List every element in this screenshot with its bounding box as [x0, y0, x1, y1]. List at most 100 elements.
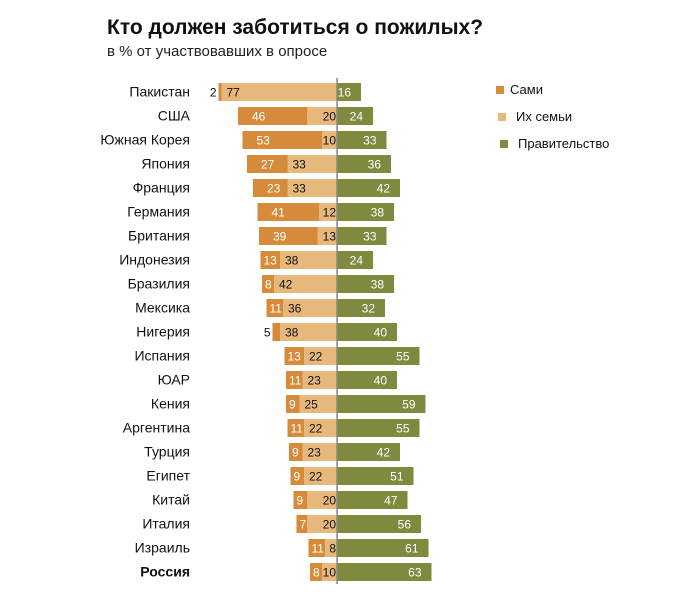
value-label-government: 55: [396, 422, 410, 436]
value-label-family: 10: [323, 134, 337, 148]
chart-row: Испания 13 22 55: [134, 347, 420, 365]
value-label-self: 9: [297, 494, 304, 508]
value-label-self: 11: [289, 374, 302, 388]
value-label-family: 22: [309, 470, 323, 484]
bar-family: [283, 299, 337, 317]
category-label: Индонезия: [119, 252, 190, 268]
value-label-government: 40: [374, 326, 388, 340]
category-label: Нигерия: [136, 324, 190, 340]
bar-family: [304, 467, 337, 485]
value-label-self: 39: [273, 230, 287, 244]
bar-self: [286, 371, 303, 389]
category-label: Израиль: [135, 540, 190, 556]
bar-self: [266, 299, 283, 317]
bar-government: [337, 419, 420, 437]
bar-family: [302, 371, 337, 389]
category-label: США: [158, 108, 191, 124]
category-label: Южная Корея: [100, 132, 190, 148]
value-label-family: 22: [309, 350, 323, 364]
bar-government: [337, 227, 387, 245]
bar-family: [287, 179, 337, 197]
chart-row: Пакистан 2 77 16: [129, 83, 361, 101]
bar-family: [322, 563, 337, 581]
bar-self: [259, 227, 318, 245]
bar-government: [337, 251, 373, 269]
bar-self: [289, 443, 303, 461]
value-label-family: 23: [308, 374, 322, 388]
chart-subtitle: в % от участвовавших в опросе: [107, 43, 328, 60]
bar-self: [284, 347, 304, 365]
value-label-self: 8: [313, 566, 320, 580]
category-label: Бразилия: [128, 276, 190, 292]
category-label: Турция: [144, 444, 190, 460]
bar-government: [337, 347, 420, 365]
bar-self: [287, 419, 304, 437]
value-label-self: 41: [272, 206, 286, 220]
bar-self: [218, 83, 222, 101]
legend-label-government: Правительство: [518, 136, 610, 151]
value-label-self: 7: [300, 518, 307, 532]
bar-family: [322, 131, 337, 149]
bar-government: [337, 371, 397, 389]
chart-row: Нигерия 5 38 40: [136, 323, 397, 341]
value-label-government: 36: [368, 158, 382, 172]
bar-self: [257, 203, 319, 221]
bar-family: [299, 395, 337, 413]
category-label: Египет: [146, 468, 190, 484]
value-label-family: 38: [285, 326, 299, 340]
bar-self: [260, 251, 280, 269]
value-label-self: 11: [312, 542, 325, 556]
value-label-government: 24: [350, 254, 364, 268]
legend-label-self: Сами: [510, 82, 543, 97]
chart-row: Япония 27 33 36: [141, 155, 391, 173]
bar-family: [280, 251, 337, 269]
bar-self: [296, 515, 307, 533]
bar-government: [337, 515, 421, 533]
category-label: Италия: [142, 516, 190, 532]
value-label-family: 42: [279, 278, 293, 292]
category-label: Пакистан: [129, 84, 190, 100]
category-label: ЮАР: [158, 372, 190, 388]
value-label-family: 33: [293, 182, 307, 196]
value-label-government: 33: [363, 230, 377, 244]
value-label-family: 38: [285, 254, 299, 268]
chart-row: Аргентина 11 22 55: [123, 419, 420, 437]
bar-family: [304, 347, 337, 365]
category-label: Франция: [133, 180, 190, 196]
value-label-self: 9: [292, 446, 299, 460]
chart-row: ЮАР 11 23 40: [158, 371, 397, 389]
value-label-self: 23: [267, 182, 281, 196]
category-label: Мексика: [135, 300, 190, 316]
value-label-family: 77: [227, 86, 241, 100]
value-label-government: 47: [384, 494, 398, 508]
value-label-government: 38: [371, 206, 385, 220]
value-label-self: 13: [288, 350, 302, 364]
value-label-family: 22: [309, 422, 323, 436]
legend-swatch-self: [496, 85, 504, 94]
bar-government: [337, 155, 391, 173]
chart-row: Мексика 11 36 32: [135, 299, 385, 317]
bar-government: [337, 203, 394, 221]
value-label-government: 51: [390, 470, 404, 484]
chart-row: Израиль 11 8 61: [135, 539, 429, 557]
value-label-family: 13: [323, 230, 337, 244]
bar-family: [307, 107, 337, 125]
bar-self: [238, 107, 307, 125]
chart-row: Индонезия 13 38 24: [119, 251, 373, 269]
bar-government: [337, 299, 385, 317]
value-label-government: 56: [398, 518, 412, 532]
bar-government: [337, 275, 394, 293]
chart-row: Италия 7 20 56: [142, 515, 421, 533]
chart-row: США 46 20 24: [158, 107, 373, 125]
bar-government: [337, 467, 414, 485]
bar-family: [274, 275, 337, 293]
bar-government: [337, 563, 432, 581]
bar-self: [286, 395, 300, 413]
chart-row: Россия 8 10 63: [140, 563, 432, 581]
chart-row: Южная Корея 53 10 33: [100, 131, 387, 149]
bar-self: [253, 179, 288, 197]
value-label-self: 11: [270, 302, 283, 316]
category-label: Россия: [140, 564, 190, 580]
value-label-government: 32: [362, 302, 376, 316]
value-label-government: 24: [350, 110, 364, 124]
